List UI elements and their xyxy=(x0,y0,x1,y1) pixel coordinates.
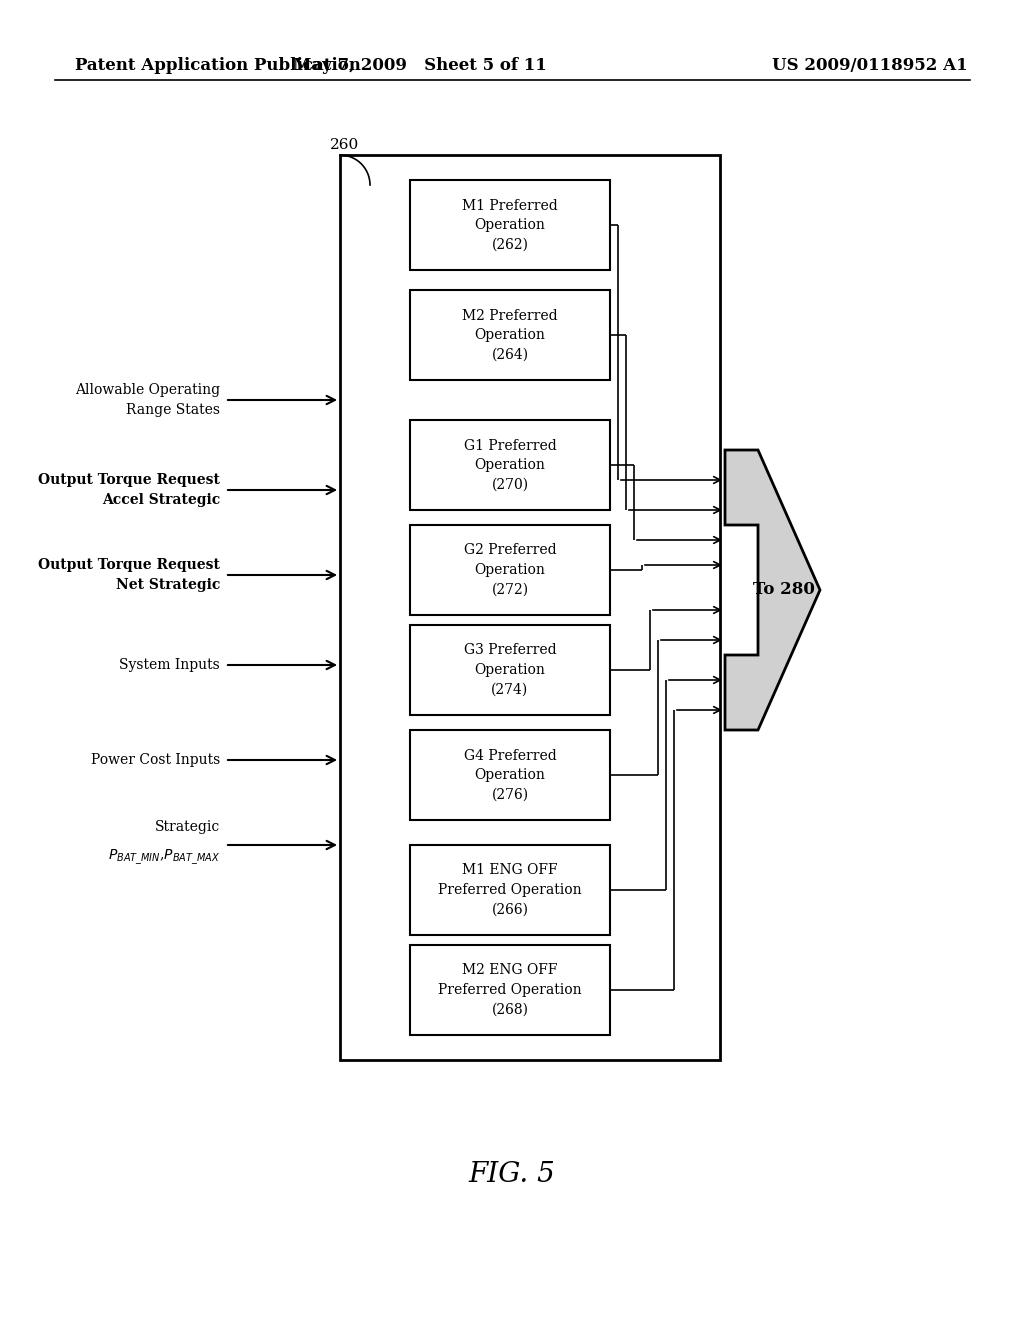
Bar xyxy=(410,180,610,271)
Text: M2 Preferred
Operation
(264): M2 Preferred Operation (264) xyxy=(462,309,558,362)
Bar xyxy=(410,845,610,935)
Bar xyxy=(410,525,610,615)
Text: US 2009/0118952 A1: US 2009/0118952 A1 xyxy=(772,57,968,74)
Text: G2 Preferred
Operation
(272): G2 Preferred Operation (272) xyxy=(464,544,556,597)
Text: Output Torque Request
Net Strategic: Output Torque Request Net Strategic xyxy=(38,558,220,591)
Text: M2 ENG OFF
Preferred Operation
(268): M2 ENG OFF Preferred Operation (268) xyxy=(438,964,582,1016)
Text: Allowable Operating
Range States: Allowable Operating Range States xyxy=(75,383,220,417)
Bar xyxy=(410,624,610,715)
Text: $\mathit{P}_{BAT\_MIN}$,$\mathit{P}_{BAT\_MAX}$: $\mathit{P}_{BAT\_MIN}$,$\mathit{P}_{BAT… xyxy=(108,847,220,867)
Text: To 280: To 280 xyxy=(753,582,815,598)
Text: 260: 260 xyxy=(330,139,359,152)
Bar xyxy=(410,420,610,510)
Bar xyxy=(410,945,610,1035)
Text: Strategic: Strategic xyxy=(155,820,220,834)
Text: System Inputs: System Inputs xyxy=(119,657,220,672)
Text: M1 ENG OFF
Preferred Operation
(266): M1 ENG OFF Preferred Operation (266) xyxy=(438,863,582,916)
Bar xyxy=(410,290,610,380)
Text: G4 Preferred
Operation
(276): G4 Preferred Operation (276) xyxy=(464,748,556,801)
Text: Output Torque Request
Accel Strategic: Output Torque Request Accel Strategic xyxy=(38,474,220,507)
Bar xyxy=(340,154,720,1060)
Text: G3 Preferred
Operation
(274): G3 Preferred Operation (274) xyxy=(464,644,556,697)
Bar xyxy=(410,730,610,820)
Text: FIG. 5: FIG. 5 xyxy=(469,1162,555,1188)
Text: G1 Preferred
Operation
(270): G1 Preferred Operation (270) xyxy=(464,438,556,491)
Text: Power Cost Inputs: Power Cost Inputs xyxy=(91,752,220,767)
Polygon shape xyxy=(725,450,820,730)
Text: Patent Application Publication: Patent Application Publication xyxy=(75,57,360,74)
Text: M1 Preferred
Operation
(262): M1 Preferred Operation (262) xyxy=(462,198,558,252)
Text: May 7, 2009   Sheet 5 of 11: May 7, 2009 Sheet 5 of 11 xyxy=(293,57,547,74)
